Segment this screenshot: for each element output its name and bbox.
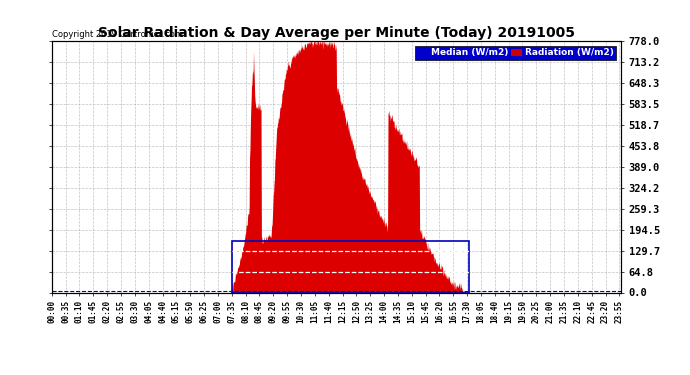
Legend: Median (W/m2), Radiation (W/m2): Median (W/m2), Radiation (W/m2) bbox=[415, 46, 616, 60]
Title: Solar Radiation & Day Average per Minute (Today) 20191005: Solar Radiation & Day Average per Minute… bbox=[98, 26, 575, 40]
Text: Copyright 2019 Cartronics.com: Copyright 2019 Cartronics.com bbox=[52, 30, 183, 39]
Bar bbox=[232, 241, 469, 292]
